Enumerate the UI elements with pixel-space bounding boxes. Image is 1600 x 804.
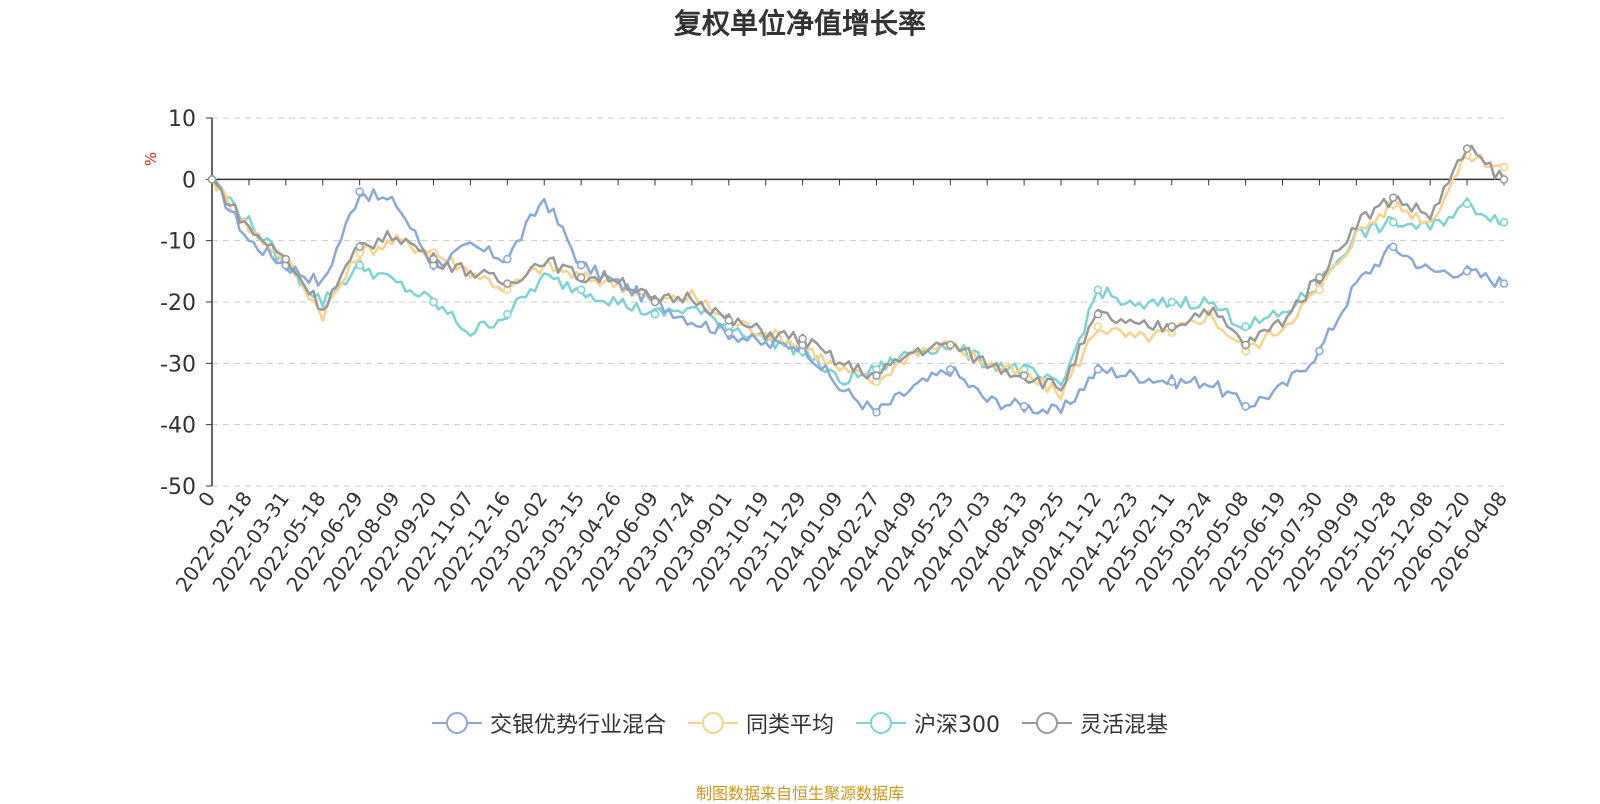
data-point	[576, 285, 586, 294]
data-point	[503, 279, 512, 288]
data-point	[650, 297, 660, 307]
legend-label: 同类平均	[745, 713, 834, 738]
data-point	[1499, 218, 1509, 227]
legend-marker-icon	[856, 712, 906, 734]
data-point	[1389, 218, 1398, 227]
data-point	[1167, 377, 1177, 386]
series-line	[211, 144, 1506, 392]
legend: 交银优势行业混合 同类平均 沪深300 灵活混基	[0, 708, 1600, 738]
data-point	[1167, 297, 1177, 307]
legend-item[interactable]: 沪深300	[856, 707, 1000, 739]
data-point	[503, 310, 512, 319]
data-point	[207, 175, 217, 184]
data-point	[1315, 346, 1324, 356]
data-point	[1019, 371, 1029, 380]
chart-title: 复权单位净值增长率	[673, 7, 926, 40]
x-tick-label: 0	[193, 487, 220, 511]
data-point	[355, 260, 364, 270]
data-point	[1462, 144, 1472, 153]
data-point	[1315, 285, 1324, 294]
data-point	[355, 187, 364, 196]
y-tick-label: 0	[182, 168, 196, 193]
data-point	[1241, 322, 1250, 331]
legend-marker-icon	[431, 712, 482, 734]
data-point	[946, 340, 955, 350]
data-point	[1315, 273, 1324, 282]
legend-item[interactable]: 交银优势行业混合	[431, 707, 666, 739]
y-tick-label: 10	[168, 107, 196, 132]
data-point	[1389, 193, 1398, 202]
data-point	[724, 316, 734, 325]
data-point	[576, 260, 586, 270]
series-line	[210, 178, 1505, 387]
data-point	[1241, 340, 1250, 350]
series-line	[210, 153, 1505, 401]
data-point	[724, 328, 734, 337]
data-point	[1093, 322, 1103, 331]
data-point	[429, 297, 438, 307]
y-tick-label: -40	[160, 414, 196, 439]
data-point	[1019, 402, 1029, 411]
legend-label: 交银优势行业混合	[489, 713, 666, 738]
data-point	[1241, 402, 1250, 411]
data-point	[1093, 365, 1103, 374]
data-point	[1093, 285, 1103, 294]
data-point	[946, 365, 955, 374]
legend-label: 沪深300	[914, 713, 1000, 738]
data-point	[429, 254, 438, 264]
data-point	[872, 371, 881, 380]
data-point	[355, 242, 364, 252]
data-point	[503, 254, 512, 264]
legend-item[interactable]: 同类平均	[687, 707, 834, 739]
y-tick-label: -30	[160, 352, 196, 377]
y-tick-label: -50	[160, 475, 196, 500]
data-point	[798, 334, 807, 344]
legend-marker-icon	[1022, 712, 1072, 734]
data-source-note: 制图数据来自恒生聚源数据库	[695, 784, 904, 803]
legend-item[interactable]: 灵活混基	[1022, 707, 1168, 739]
data-point	[576, 273, 586, 282]
data-point	[1093, 310, 1103, 319]
data-point	[650, 310, 660, 319]
line-chart: 100-10-20-30-40-5002022-02-182022-03-312…	[160, 107, 1512, 596]
data-point	[1499, 162, 1509, 172]
legend-marker-icon	[687, 712, 738, 734]
data-point	[281, 254, 291, 264]
data-point	[1389, 242, 1398, 252]
data-point	[1462, 267, 1472, 276]
y-tick-label: -20	[160, 291, 196, 316]
data-point	[1499, 175, 1509, 184]
data-point	[872, 408, 881, 417]
data-point	[1462, 199, 1472, 209]
data-point	[1499, 279, 1509, 288]
legend-label: 灵活混基	[1080, 713, 1169, 738]
data-point	[1167, 322, 1177, 331]
y-tick-label: -10	[160, 230, 196, 255]
